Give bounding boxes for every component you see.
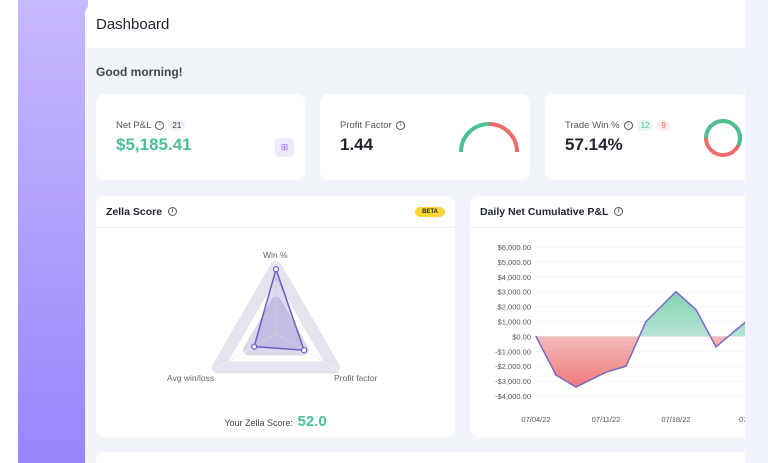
pnl-point bbox=[535, 335, 537, 338]
x-tick-label: 07/04/22 bbox=[521, 415, 550, 424]
profit-factor-card: Profit Factor i 1.44 bbox=[320, 94, 530, 180]
trade-count-badge: 21 bbox=[168, 120, 186, 131]
zella-score-label: Your Zella Score: bbox=[224, 418, 294, 428]
zella-radar-chart bbox=[212, 261, 340, 374]
y-tick-label: -$4,000.00 bbox=[495, 392, 531, 401]
cumulative-pnl-card: Daily Net Cumulative P&L i $6,000.00 $5,00… bbox=[470, 196, 745, 437]
gauge-negative-arc bbox=[488, 122, 519, 153]
y-tick-label: $4,000.00 bbox=[498, 273, 531, 282]
info-icon[interactable]: i bbox=[614, 207, 624, 216]
trade-win-value: 57.14% bbox=[565, 135, 623, 154]
radar-data-point bbox=[272, 266, 280, 273]
trade-win-donut bbox=[704, 119, 742, 157]
zella-score-value: 52.0 bbox=[297, 413, 327, 430]
axis-label-win: Win % bbox=[263, 250, 288, 260]
radar-data-point bbox=[300, 347, 308, 354]
losses-badge: 9 bbox=[657, 120, 670, 131]
y-tick-label: -$2,000.00 bbox=[495, 362, 531, 371]
y-tick-label: $1,000.00 bbox=[498, 318, 531, 327]
sidebar bbox=[18, 0, 88, 463]
profit-factor-gauge bbox=[459, 122, 519, 153]
y-tick-label: $6,000.00 bbox=[498, 243, 531, 252]
pnl-point bbox=[555, 374, 557, 376]
pnl-point bbox=[675, 290, 677, 293]
radar-axis-line bbox=[213, 333, 277, 371]
radar-data-point bbox=[251, 343, 258, 350]
info-icon[interactable]: i bbox=[155, 121, 165, 130]
info-icon[interactable]: i bbox=[395, 121, 405, 130]
pnl-point bbox=[605, 371, 607, 373]
radar-data-area bbox=[253, 266, 306, 352]
trade-win-label: Trade Win % bbox=[565, 120, 620, 131]
pnl-title: Daily Net Cumulative P&L bbox=[480, 205, 609, 218]
radar-outer-ring bbox=[212, 261, 340, 374]
wins-badge: 12 bbox=[636, 120, 654, 131]
pnl-point bbox=[575, 386, 577, 388]
pnl-point bbox=[645, 320, 647, 323]
cumulative-pnl-chart: $6,000.00 $5,000.00 $4,000.00 $3,000.00 $2,0… bbox=[495, 243, 745, 424]
net-pnl-label: Net P&L bbox=[116, 120, 152, 131]
y-tick-label: $3,000.00 bbox=[498, 288, 531, 297]
page-title: Dashboard bbox=[85, 4, 745, 48]
info-icon[interactable]: i bbox=[623, 121, 633, 130]
net-pnl-card: Net P&L i 21 $5,185.41 ⊞ bbox=[96, 94, 305, 180]
gauge-positive-arc bbox=[459, 122, 490, 153]
y-tick-label: -$3,000.00 bbox=[495, 377, 531, 386]
net-pnl-value: $5,185.41 bbox=[116, 135, 192, 154]
greeting: Good morning! bbox=[96, 65, 183, 79]
profit-factor-label: Profit Factor bbox=[340, 120, 392, 131]
pnl-point bbox=[695, 308, 697, 311]
zella-score-card: Zella Score i BETA Win % Profit factor Avg… bbox=[96, 196, 455, 437]
y-tick-label: -$1,000.00 bbox=[495, 347, 531, 356]
right-panel bbox=[745, 0, 768, 463]
y-tick-label: $2,000.00 bbox=[498, 303, 531, 312]
x-tick-label: 07/11/22 bbox=[592, 415, 621, 424]
pnl-point bbox=[625, 365, 627, 367]
radar-axis-line bbox=[275, 333, 339, 371]
bottom-card bbox=[96, 452, 745, 463]
info-icon[interactable]: i bbox=[168, 207, 178, 216]
calculator-icon[interactable]: ⊞ bbox=[275, 138, 294, 157]
negative-area bbox=[536, 336, 745, 388]
zella-title: Zella Score bbox=[106, 205, 163, 218]
y-tick-label: $0.00 bbox=[512, 332, 531, 341]
profit-factor-value: 1.44 bbox=[340, 135, 374, 154]
pnl-point bbox=[715, 346, 717, 348]
x-tick-label: 07/18/22 bbox=[661, 415, 690, 424]
x-tick-label: 07/2 bbox=[739, 415, 745, 424]
main-content: Dashboard Good morning! Net P&L i 21 $5,18… bbox=[85, 4, 745, 463]
axis-label-avg-win-loss: Avg win/loss bbox=[167, 373, 215, 383]
pnl-line bbox=[535, 290, 745, 388]
axis-label-profit-factor: Profit factor bbox=[334, 373, 378, 383]
y-tick-label: $5,000.00 bbox=[498, 258, 531, 267]
beta-badge: BETA bbox=[415, 206, 445, 217]
donut-win bbox=[704, 119, 742, 157]
trade-win-card: Trade Win % i 12 9 57.14% bbox=[545, 94, 745, 180]
zella-score-row: Your Zella Score: 52.0 bbox=[96, 413, 455, 431]
